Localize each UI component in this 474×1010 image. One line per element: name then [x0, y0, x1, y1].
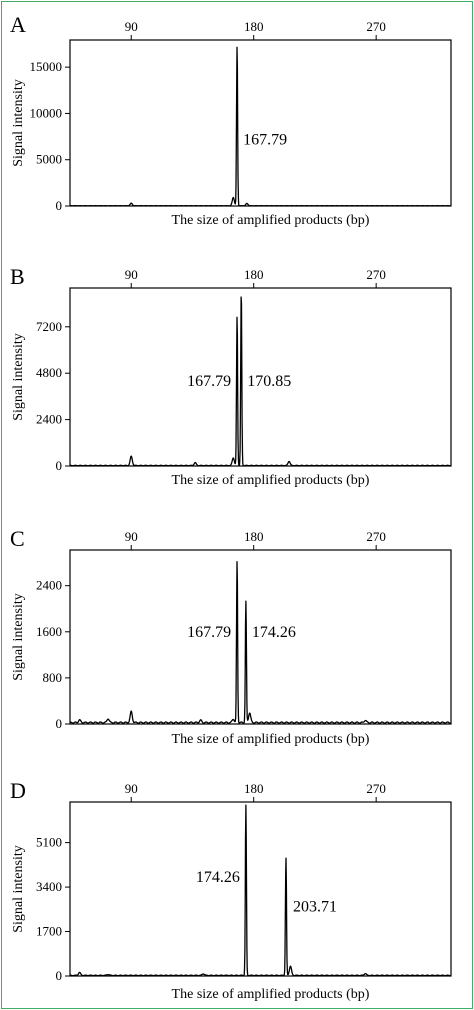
signal-trace — [69, 296, 452, 467]
peak-label: 174.26 — [196, 869, 240, 886]
x-tick-label: 180 — [244, 19, 264, 34]
panel-letter: C — [10, 526, 25, 551]
y-axis-title: Signal intensity — [11, 845, 26, 933]
peak-label: 203.71 — [293, 899, 337, 916]
plot-frame — [69, 549, 452, 725]
peak-label: 167.79 — [243, 132, 287, 149]
y-axis-title: Signal intensity — [11, 333, 26, 421]
y-tick-label: 10000 — [30, 105, 63, 120]
peak-label: 170.85 — [247, 373, 291, 390]
signal-trace — [69, 561, 452, 724]
y-tick-label: 0 — [56, 716, 63, 731]
panel-a: A 90 180 270 0 5000 10000 15000 Signal intensity… — [10, 12, 452, 228]
x-tick-label: 180 — [244, 267, 264, 282]
y-tick-label: 2400 — [36, 412, 62, 427]
x-tick-label: 180 — [244, 529, 264, 544]
x-tick-label: 270 — [366, 529, 386, 544]
y-tick-label: 0 — [56, 198, 63, 213]
x-axis-title: The size of amplified products (bp) — [172, 213, 370, 228]
y-tick-label: 800 — [43, 670, 63, 685]
x-tick-label: 90 — [125, 19, 138, 34]
plot-frame — [69, 801, 452, 977]
y-tick-label: 5000 — [36, 152, 62, 167]
x-tick-label: 270 — [366, 781, 386, 796]
y-tick-label: 15000 — [30, 59, 63, 74]
x-tick-label: 270 — [366, 267, 386, 282]
x-tick-label: 90 — [125, 267, 138, 282]
peak-label: 167.79 — [187, 373, 231, 390]
x-tick-label: 90 — [125, 781, 138, 796]
y-tick-label: 2400 — [36, 578, 62, 593]
panel-letter: B — [10, 264, 25, 289]
x-axis-title: The size of amplified products (bp) — [172, 732, 370, 747]
x-tick-label: 90 — [125, 529, 138, 544]
panel-c: C 90 180 270 0 800 1600 2400 Signal intensity The… — [10, 526, 452, 747]
y-axis-title: Signal intensity — [11, 593, 26, 681]
signal-trace — [69, 804, 452, 977]
y-tick-label: 5100 — [36, 835, 62, 850]
x-tick-label: 180 — [244, 781, 264, 796]
x-tick-label: 270 — [366, 19, 386, 34]
panel-letter: D — [10, 778, 26, 803]
y-axis-title: Signal intensity — [11, 79, 26, 167]
peak-label: 174.26 — [252, 624, 296, 641]
signal-trace — [69, 46, 452, 207]
x-axis-title: The size of amplified products (bp) — [172, 987, 370, 1002]
y-tick-label: 0 — [56, 458, 63, 473]
y-tick-label: 1700 — [36, 924, 62, 939]
panel-b: B 90 180 270 0 2400 4800 7200 Signal intensity Th… — [10, 264, 452, 488]
panel-d: D 90 180 270 0 1700 3400 5100 Signal intensity Th… — [10, 778, 452, 1002]
y-tick-label: 3400 — [36, 879, 62, 894]
peak-label: 167.79 — [187, 624, 231, 641]
x-axis-title: The size of amplified products (bp) — [172, 473, 370, 488]
panel-letter: A — [10, 12, 26, 37]
y-tick-label: 4800 — [36, 365, 62, 380]
plot-frame — [69, 39, 452, 207]
y-tick-label: 1600 — [36, 624, 62, 639]
y-tick-label: 7200 — [36, 319, 62, 334]
y-tick-label: 0 — [56, 968, 63, 983]
